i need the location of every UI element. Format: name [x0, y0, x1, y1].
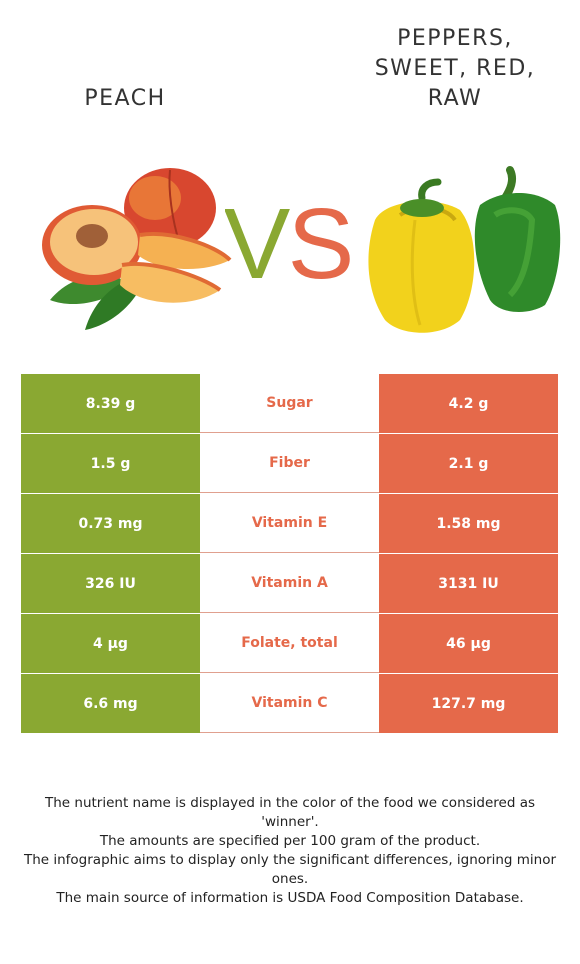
nutrient-name: Folate, total [200, 614, 379, 673]
right-value: 1.58 mg [379, 494, 558, 553]
nutrient-name: Vitamin C [200, 674, 379, 733]
right-food-title: PEPPERS, SWEET, RED, RAW [374, 26, 536, 111]
vs-label: V S [225, 190, 355, 300]
left-value: 1.5 g [21, 434, 200, 493]
left-food-title: PEACH [84, 86, 166, 111]
right-value: 127.7 mg [379, 674, 558, 733]
left-value: 6.6 mg [21, 674, 200, 733]
vs-v: V [225, 190, 291, 300]
table-row: 326 IU Vitamin A 3131 IU [21, 554, 558, 614]
left-value: 8.39 g [21, 374, 200, 433]
peach-illustration [42, 168, 232, 330]
table-row: 8.39 g Sugar 4.2 g [21, 374, 558, 434]
note-1: The nutrient name is displayed in the co… [44, 795, 536, 830]
right-value: 2.1 g [379, 434, 558, 493]
nutrient-name: Vitamin E [200, 494, 379, 553]
left-value: 4 µg [21, 614, 200, 673]
vs-s: S [288, 190, 355, 300]
left-value: 326 IU [21, 554, 200, 613]
left-value: 0.73 mg [21, 494, 200, 553]
right-value: 4.2 g [379, 374, 558, 433]
nutrient-name: Sugar [200, 374, 379, 433]
comparison-table: 8.39 g Sugar 4.2 g 1.5 g Fiber 2.1 g 0.73 mg Vi… [21, 374, 558, 734]
table-row: 4 µg Folate, total 46 µg [21, 614, 558, 674]
pepper-illustration [368, 166, 561, 333]
nutrient-name: Fiber [200, 434, 379, 493]
table-row: 6.6 mg Vitamin C 127.7 mg [21, 674, 558, 734]
note-3: The infographic aims to display only the… [23, 852, 557, 887]
table-row: 0.73 mg Vitamin E 1.58 mg [21, 494, 558, 554]
nutrient-name: Vitamin A [200, 554, 379, 613]
notes: The nutrient name is displayed in the co… [20, 794, 560, 908]
right-value: 3131 IU [379, 554, 558, 613]
table-row: 1.5 g Fiber 2.1 g [21, 434, 558, 494]
note-2: The amounts are specified per 100 gram o… [99, 833, 481, 849]
note-4: The main source of information is USDA F… [56, 890, 524, 906]
right-value: 46 µg [379, 614, 558, 673]
